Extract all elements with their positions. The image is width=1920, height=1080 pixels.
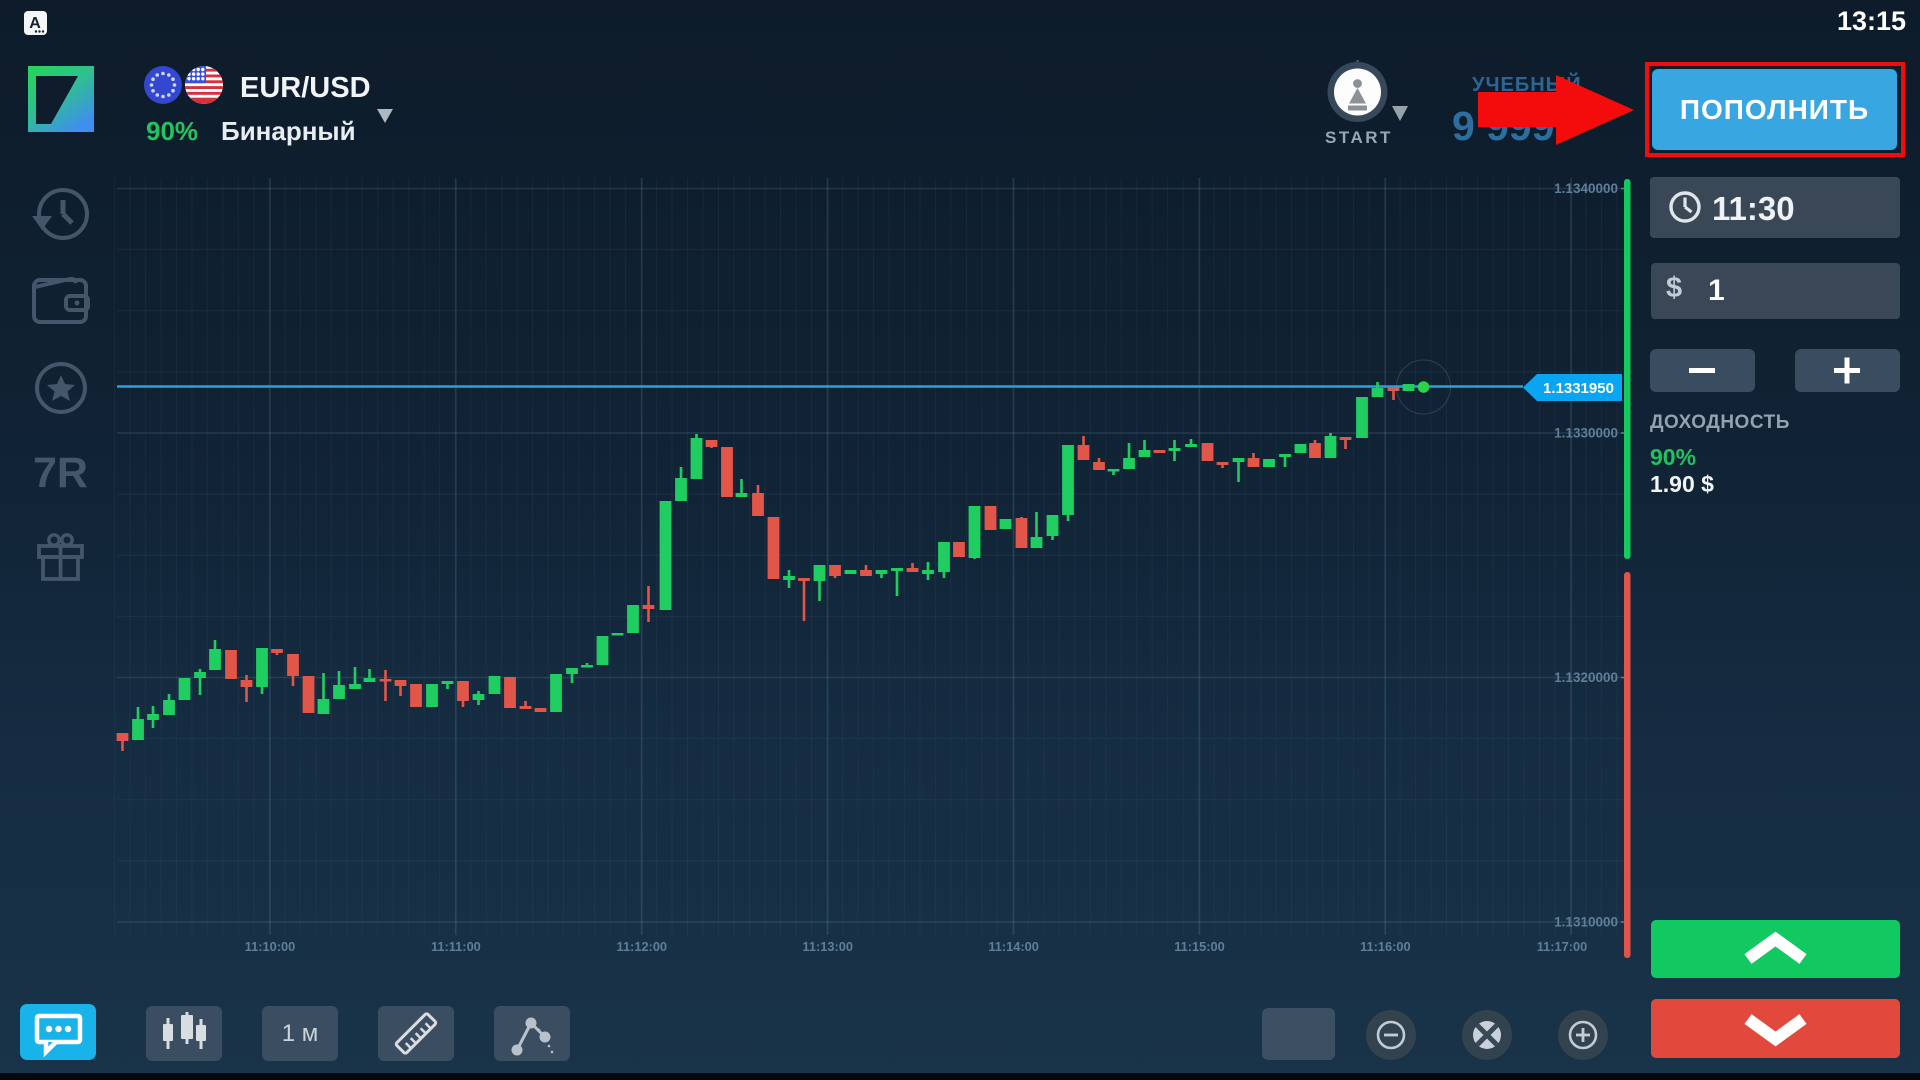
svg-text:11:11:00: 11:11:00 [431,939,481,954]
svg-text:11:15:00: 11:15:00 [1174,939,1225,954]
svg-text:1.1320000: 1.1320000 [1554,670,1618,685]
svg-text:1.1310000: 1.1310000 [1554,915,1618,930]
svg-text:11:12:00: 11:12:00 [617,939,668,954]
svg-text:11:17:00: 11:17:00 [1537,939,1588,954]
svg-text:11:16:00: 11:16:00 [1360,939,1411,954]
svg-text:11:13:00: 11:13:00 [802,939,853,954]
svg-text:1.1330000: 1.1330000 [1554,426,1618,441]
svg-text:1.1340000: 1.1340000 [1554,181,1618,196]
svg-text:1.1331950: 1.1331950 [1543,380,1614,397]
svg-text:11:10:00: 11:10:00 [245,939,296,954]
svg-text:A: A [29,15,41,32]
svg-text:11:14:00: 11:14:00 [988,939,1039,954]
